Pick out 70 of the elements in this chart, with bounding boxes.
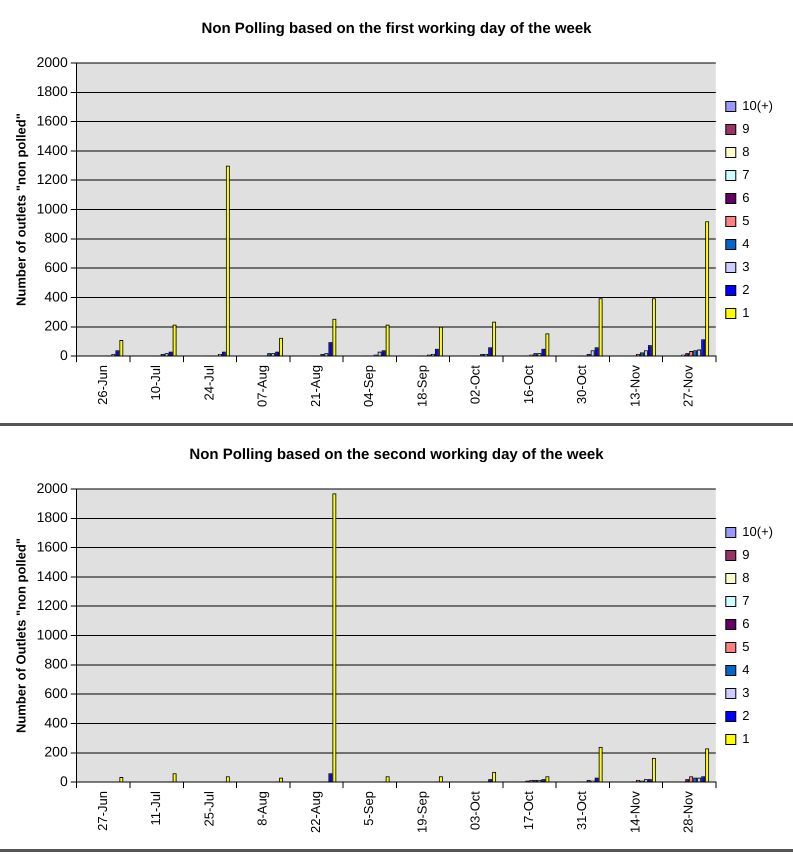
x-tick-label: 04-Sep <box>361 365 376 407</box>
x-tick-label: 5-Sep <box>361 791 376 826</box>
legend-label: 4 <box>742 662 750 678</box>
legend-label: 7 <box>742 593 750 608</box>
x-tick-label: 02-Oct <box>468 364 483 404</box>
x-tick-label: 07-Aug <box>254 365 270 407</box>
x-tick-label: 13-Nov <box>627 364 642 407</box>
x-tick-label: 19-Sep <box>414 791 430 833</box>
y-tick-label: 200 <box>44 318 68 334</box>
legend-label: 3 <box>742 259 750 274</box>
y-tick-label: 1800 <box>36 509 68 526</box>
legend-label: 7 <box>742 167 750 182</box>
legend-label: 5 <box>742 639 750 654</box>
legend-label: 8 <box>742 570 750 586</box>
y-tick-label: 1600 <box>36 538 68 554</box>
chart-title: Non Polling based on the second working day of the week <box>189 446 604 464</box>
legend-label: 1 <box>742 731 750 746</box>
x-tick-label: 16-Oct <box>520 364 536 404</box>
x-tick-label: 31-Oct <box>574 790 590 830</box>
x-tick-label: 27-Nov <box>680 364 696 407</box>
chart-title: Non Polling based on the first working day of the week <box>201 20 592 38</box>
legend-label: 1 <box>742 305 750 320</box>
x-tick-label: 24-Jul <box>201 364 216 400</box>
y-axis-title: Number of outlets "non polled" <box>13 113 28 306</box>
x-tick-label: 28-Nov <box>680 790 696 833</box>
y-tick-label: 800 <box>44 230 68 246</box>
x-tick-label: 17-Oct <box>520 790 536 830</box>
x-tick-label: 25-Jul <box>201 790 216 826</box>
y-tick-label: 1000 <box>36 626 68 642</box>
y-tick-label: 600 <box>44 685 68 702</box>
y-tick-label: 1400 <box>36 568 68 584</box>
x-tick-label: 11-Jul <box>148 790 164 826</box>
x-tick-label: 14-Nov <box>627 790 642 833</box>
y-tick-label: 2000 <box>36 480 68 496</box>
x-tick-label: 27-Jun <box>94 791 110 831</box>
y-tick-label: 2000 <box>36 54 68 70</box>
x-tick-label: 18-Sep <box>414 365 430 407</box>
y-tick-label: 1200 <box>36 171 68 188</box>
y-tick-label: 800 <box>44 656 68 672</box>
y-tick-label: 400 <box>44 288 68 304</box>
x-tick-label: 8-Aug <box>254 791 270 826</box>
y-tick-label: 0 <box>60 772 68 789</box>
legend-label: 8 <box>742 144 750 160</box>
legend-label: 10(+) <box>742 98 774 114</box>
y-tick-label: 1200 <box>36 597 68 614</box>
y-tick-label: 400 <box>44 714 68 730</box>
y-tick-label: 1600 <box>36 112 68 128</box>
legend-label: 6 <box>742 190 750 206</box>
legend-label: 9 <box>742 121 750 136</box>
legend-label: 2 <box>742 282 750 298</box>
x-tick-label: 03-Oct <box>468 790 483 830</box>
y-tick-label: 1800 <box>36 83 68 100</box>
x-tick-label: 22-Aug <box>308 791 323 833</box>
y-tick-label: 1000 <box>36 200 68 216</box>
x-tick-label: 30-Oct <box>574 364 590 404</box>
x-tick-label: 10-Jul <box>148 364 164 400</box>
y-tick-label: 600 <box>44 259 68 276</box>
y-tick-label: 0 <box>60 346 68 363</box>
y-tick-label: 1400 <box>36 142 68 158</box>
legend-label: 5 <box>742 213 750 228</box>
legend-label: 6 <box>742 616 750 632</box>
legend-label: 2 <box>742 708 750 724</box>
legend-label: 9 <box>742 547 750 562</box>
legend-label: 4 <box>742 236 750 252</box>
y-axis-title: Number of Outlets "non polled" <box>13 538 28 734</box>
y-tick-label: 200 <box>44 744 68 760</box>
legend-label: 10(+) <box>742 524 774 540</box>
x-tick-label: 26-Jun <box>94 365 110 405</box>
x-tick-label: 21-Aug <box>308 365 323 407</box>
legend-label: 3 <box>742 685 750 700</box>
